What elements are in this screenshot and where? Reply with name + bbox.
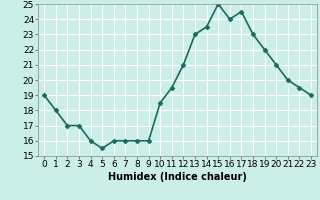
X-axis label: Humidex (Indice chaleur): Humidex (Indice chaleur): [108, 172, 247, 182]
